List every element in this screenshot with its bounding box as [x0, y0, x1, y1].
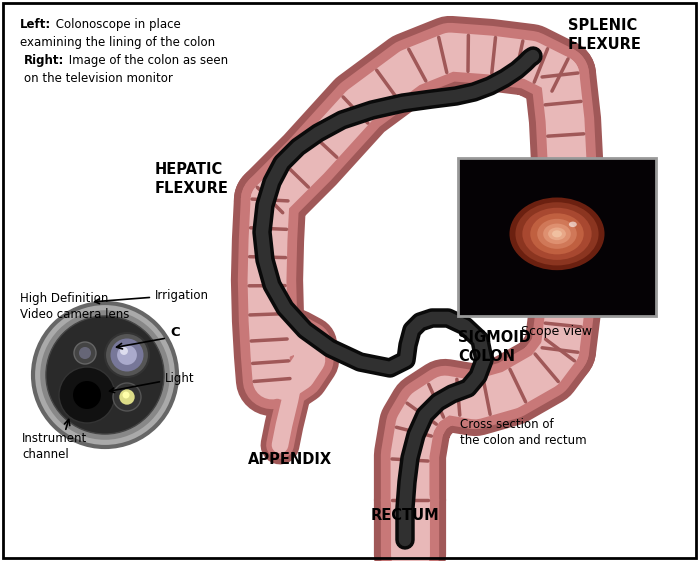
Circle shape [120, 347, 128, 355]
Ellipse shape [548, 228, 566, 240]
Text: Instrument
channel: Instrument channel [22, 432, 87, 461]
Text: Scope view: Scope view [521, 325, 593, 338]
Circle shape [117, 345, 137, 365]
Text: HEPATIC
FLEXURE: HEPATIC FLEXURE [155, 162, 229, 196]
Text: examining the lining of the colon: examining the lining of the colon [20, 36, 215, 49]
Ellipse shape [543, 224, 571, 244]
Ellipse shape [569, 222, 577, 227]
Circle shape [46, 316, 164, 434]
Text: High Definition
Video camera lens: High Definition Video camera lens [20, 292, 129, 321]
Text: SPLENIC
FLEXURE: SPLENIC FLEXURE [568, 18, 642, 52]
Circle shape [113, 383, 141, 411]
Text: Colonoscope in place: Colonoscope in place [52, 18, 181, 31]
Circle shape [41, 310, 170, 440]
Text: APPENDIX: APPENDIX [248, 452, 332, 467]
Text: Right:: Right: [24, 54, 64, 67]
Ellipse shape [552, 230, 562, 237]
Ellipse shape [538, 219, 577, 249]
Circle shape [120, 389, 135, 404]
Text: Left:: Left: [20, 18, 51, 31]
Circle shape [59, 367, 115, 423]
Text: SIGMOID
COLON: SIGMOID COLON [458, 330, 531, 364]
Circle shape [33, 303, 177, 447]
Ellipse shape [515, 202, 598, 265]
Text: Image of the colon as seen: Image of the colon as seen [65, 54, 228, 67]
Text: C: C [170, 325, 180, 338]
Circle shape [105, 333, 149, 377]
Circle shape [73, 381, 101, 409]
Text: RECTUM: RECTUM [370, 508, 440, 523]
Ellipse shape [531, 213, 584, 254]
Text: Light: Light [110, 371, 194, 393]
Circle shape [122, 392, 129, 398]
Text: Cross section of
the colon and rectum: Cross section of the colon and rectum [460, 418, 586, 447]
Circle shape [110, 338, 143, 371]
Ellipse shape [510, 197, 605, 270]
Circle shape [74, 342, 96, 364]
Circle shape [79, 347, 91, 359]
Bar [458, 158, 656, 316]
Text: on the television monitor: on the television monitor [24, 72, 173, 85]
Text: Irrigation: Irrigation [94, 288, 209, 304]
Ellipse shape [522, 208, 591, 260]
